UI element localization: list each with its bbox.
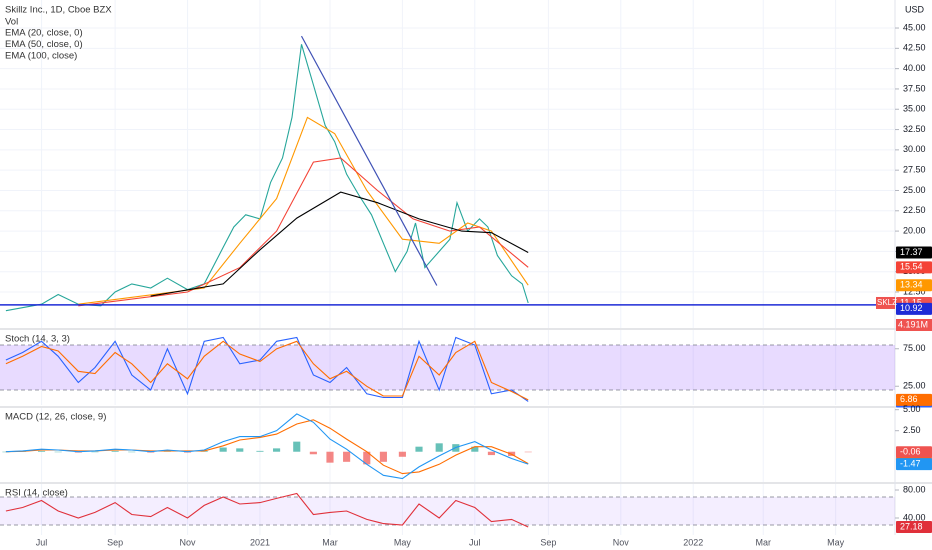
histogram-bar (471, 446, 479, 452)
histogram-bar (273, 448, 281, 452)
series-line (5, 336, 529, 402)
price-tag-label: 15.54 (900, 262, 923, 272)
histogram-bar (326, 451, 334, 463)
histogram-bar (219, 447, 227, 452)
price-tag (896, 302, 932, 315)
x-tick-label: May (827, 537, 845, 547)
x-tick-label: Jul (36, 537, 48, 547)
y-tick-label: 25.00 (903, 381, 926, 391)
price-tag-label: 6.86 (900, 394, 918, 404)
y-tick-label: 37.50 (903, 83, 926, 93)
band (0, 497, 895, 525)
y-tick-label: 30.00 (903, 144, 926, 154)
y-tick-label: 75.00 (903, 343, 926, 353)
histogram-bar (256, 450, 264, 452)
series-line (5, 340, 529, 401)
histogram-bar (398, 451, 406, 457)
pane-title: RSI (14, close) (5, 488, 68, 499)
trendline (300, 35, 438, 286)
series-line (78, 157, 529, 307)
price-tag-label: -1.47 (900, 458, 921, 468)
x-tick-label: Sep (540, 537, 556, 547)
legend-entry: EMA (100, close) (5, 51, 77, 62)
histogram-bar (37, 450, 46, 452)
volume-label: 4.191M (898, 319, 928, 329)
x-tick-label: Mar (755, 537, 771, 547)
series-line (5, 419, 529, 475)
price-tag (896, 261, 932, 274)
price-tag-label: 17.37 (900, 247, 923, 257)
band (0, 345, 895, 390)
y-tick-label: 12.50 (903, 286, 926, 296)
y-tick-label: 80.00 (903, 484, 926, 494)
series-line (78, 116, 529, 305)
price-tag-label: 13.34 (900, 280, 923, 290)
y-tick-label: 32.50 (903, 124, 926, 134)
x-tick-label: 2022 (683, 537, 703, 547)
price-tag-label: 10.92 (900, 303, 923, 313)
histogram-bar (379, 451, 387, 462)
y-tick-label: 27.50 (903, 165, 926, 175)
currency: USD (905, 4, 925, 14)
series-line (5, 44, 529, 312)
x-tick-label: Nov (180, 537, 197, 547)
histogram-bar (487, 451, 495, 456)
price-tag (896, 393, 932, 406)
price-tag (896, 458, 932, 471)
histogram-bar (415, 446, 423, 452)
histogram-bar (236, 448, 244, 452)
price-tag (896, 446, 932, 459)
histogram-bar (91, 451, 99, 453)
price-tag (896, 520, 932, 533)
price-tag (896, 246, 932, 259)
x-tick-label: Sep (107, 537, 123, 547)
price-tag-label: 11.15 (900, 297, 922, 307)
histogram-bar (54, 451, 62, 453)
x-tick-label: Jul (469, 537, 481, 547)
y-tick-label: 25.00 (903, 185, 926, 195)
y-tick-label: 35.00 (903, 104, 926, 114)
symbol-label: SKLZ (877, 298, 897, 307)
legend-entry: EMA (50, close, 0) (5, 39, 83, 50)
price-tag (896, 279, 932, 292)
pane-title: MACD (12, 26, close, 9) (5, 412, 106, 423)
y-tick-label: 40.00 (903, 63, 926, 73)
x-tick-label: Mar (322, 537, 338, 547)
y-tick-label: 40.00 (903, 512, 926, 522)
x-tick-label: Nov (613, 537, 630, 547)
y-tick-label: 20.00 (903, 225, 926, 235)
x-tick-label: May (394, 537, 412, 547)
y-tick-label: 45.00 (903, 22, 926, 32)
pane-title: Stoch (14, 3, 3) (5, 334, 70, 345)
histogram-bar (435, 443, 443, 452)
histogram-bar (293, 441, 301, 452)
histogram-bar (524, 451, 532, 453)
legend-entry: Skillz Inc., 1D, Cboe BZX (5, 5, 112, 16)
y-tick-label: 42.50 (903, 43, 926, 53)
y-tick-label: 2.50 (903, 425, 921, 435)
legend-entry: EMA (20, close, 0) (5, 28, 83, 39)
y-tick-label: 22.50 (903, 205, 926, 215)
histogram-bar (128, 451, 136, 453)
histogram-bar (111, 450, 119, 452)
series-line (150, 191, 529, 297)
x-tick-label: 2021 (250, 537, 270, 547)
histogram-bar (309, 451, 317, 455)
legend-entry: Vol (5, 17, 18, 28)
y-tick-label: 5.00 (903, 404, 921, 414)
price-tag-label: 27.18 (900, 521, 923, 531)
histogram-bar (363, 451, 371, 465)
histogram-bar (343, 451, 351, 462)
symbol-tag (876, 296, 895, 309)
volume-tag (896, 319, 932, 331)
price-tag-label: -0.06 (900, 447, 921, 457)
series-line (5, 492, 529, 528)
series-line (5, 413, 529, 480)
